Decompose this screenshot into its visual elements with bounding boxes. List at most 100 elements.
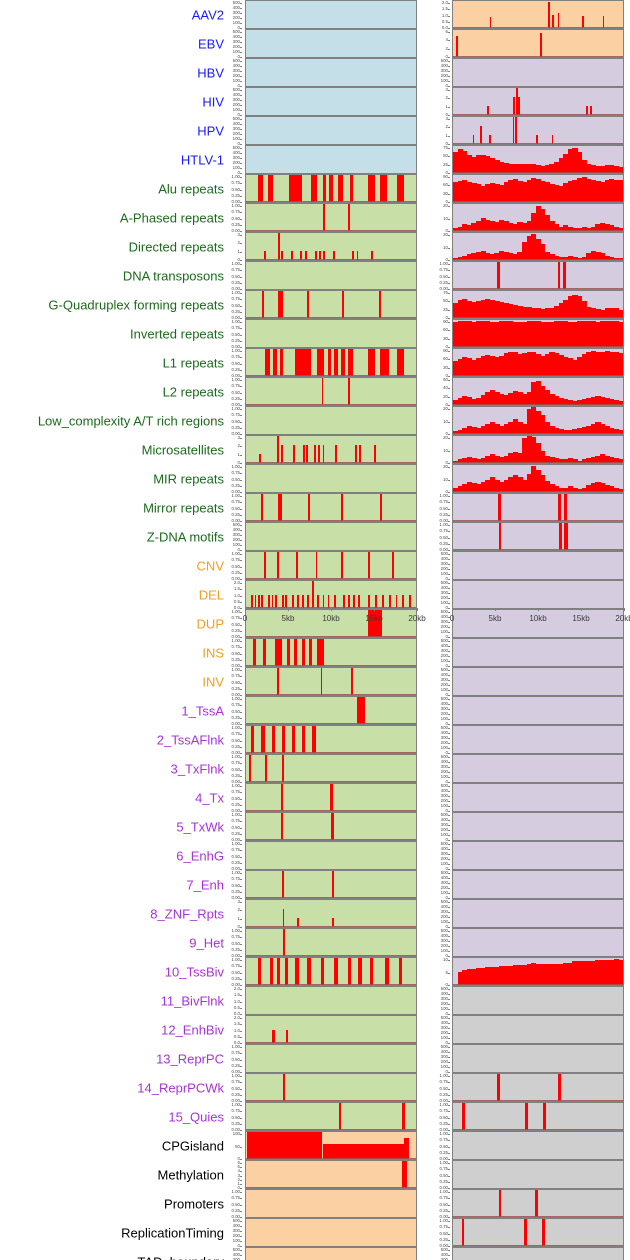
- track-panel-right[interactable]: [452, 1102, 624, 1131]
- y-tick-mark: [240, 427, 242, 429]
- track-panel-right[interactable]: [452, 638, 624, 667]
- track-panel-right[interactable]: [452, 870, 624, 899]
- track-panel-left[interactable]: [245, 667, 417, 696]
- track-panel-left[interactable]: [245, 0, 417, 29]
- track-panel-right[interactable]: [452, 667, 624, 696]
- track-panel-left[interactable]: [245, 1073, 417, 1102]
- track-panel-left[interactable]: [245, 899, 417, 928]
- track-panel-left[interactable]: [245, 638, 417, 667]
- track-panel-right[interactable]: [452, 696, 624, 725]
- track-panel-right[interactable]: [452, 841, 624, 870]
- track-panel-right[interactable]: [452, 1015, 624, 1044]
- track-panel-left[interactable]: [245, 319, 417, 348]
- track-panel-right[interactable]: [452, 116, 624, 145]
- track-panel-left[interactable]: [245, 29, 417, 58]
- track-panel-left[interactable]: [245, 493, 417, 522]
- y-tick-label: 400: [232, 33, 240, 39]
- x-tick-mark: [452, 608, 453, 611]
- track-panel-right[interactable]: [452, 29, 624, 58]
- track-panel-right[interactable]: [452, 1189, 624, 1218]
- track-panel-left[interactable]: [245, 261, 417, 290]
- track-panel-left[interactable]: [245, 1160, 417, 1189]
- track-panel-right[interactable]: [452, 58, 624, 87]
- track-panel-right[interactable]: [452, 1044, 624, 1073]
- track-panel-right[interactable]: [452, 261, 624, 290]
- track-panel-left[interactable]: [245, 1102, 417, 1131]
- track-panel-left[interactable]: [245, 232, 417, 261]
- track-panel-left[interactable]: [245, 1131, 417, 1160]
- track-panel-right[interactable]: [452, 493, 624, 522]
- track-panel-right[interactable]: [452, 812, 624, 841]
- track-panel-right[interactable]: [452, 319, 624, 348]
- track-panel-left[interactable]: [245, 696, 417, 725]
- track-panel-right[interactable]: [452, 464, 624, 493]
- track-panel-right[interactable]: [452, 203, 624, 232]
- y-tick-label: 0.75: [231, 644, 240, 650]
- track-panel-left[interactable]: [245, 290, 417, 319]
- track-panel-right[interactable]: [452, 87, 624, 116]
- track-panel-left[interactable]: [245, 783, 417, 812]
- track-panel-left[interactable]: [245, 725, 417, 754]
- track-panel-right[interactable]: [452, 435, 624, 464]
- track-panel-right[interactable]: [452, 1131, 624, 1160]
- track-panel-right[interactable]: [452, 725, 624, 754]
- profile-bar: [563, 429, 569, 434]
- y-tick-label: 300: [232, 154, 240, 160]
- track-panel-left[interactable]: [245, 1247, 417, 1260]
- track-panel-right[interactable]: [452, 551, 624, 580]
- track-panel-left[interactable]: [245, 1015, 417, 1044]
- track-panel-left[interactable]: [245, 435, 417, 464]
- y-tick-mark: [240, 521, 242, 522]
- profile-bar: [567, 296, 574, 318]
- track-panel-left[interactable]: [245, 58, 417, 87]
- track-panel-right[interactable]: [452, 1247, 624, 1260]
- track-panel-right[interactable]: [452, 232, 624, 261]
- track-panel-right[interactable]: [452, 1218, 624, 1247]
- track-panel-right[interactable]: [452, 986, 624, 1015]
- track-panel-left[interactable]: [245, 145, 417, 174]
- track-panel-right[interactable]: [452, 522, 624, 551]
- track-panel-left[interactable]: [245, 1189, 417, 1218]
- track-panel-left[interactable]: [245, 116, 417, 145]
- track-panel-left[interactable]: [245, 464, 417, 493]
- track-panel-left[interactable]: [245, 406, 417, 435]
- track-panel-right[interactable]: [452, 406, 624, 435]
- track-panel-left[interactable]: [245, 754, 417, 783]
- track-panel-left[interactable]: [245, 841, 417, 870]
- profile-bar: [489, 158, 495, 173]
- track-panel-left[interactable]: [245, 580, 417, 609]
- track-panel-right[interactable]: [452, 1073, 624, 1102]
- track-panel-right[interactable]: [452, 348, 624, 377]
- track-panel-right[interactable]: [452, 377, 624, 406]
- track-panel-left[interactable]: [245, 928, 417, 957]
- track-panel-left[interactable]: [245, 522, 417, 551]
- track-panel-right[interactable]: [452, 928, 624, 957]
- track-panel-left[interactable]: [245, 986, 417, 1015]
- track-panel-right[interactable]: [452, 899, 624, 928]
- track-panel-right[interactable]: [452, 145, 624, 174]
- profile-bar: [613, 321, 619, 347]
- track-panel-left[interactable]: [245, 87, 417, 116]
- track-panel-left[interactable]: [245, 377, 417, 406]
- track-panel-right[interactable]: [452, 754, 624, 783]
- track-panel-right[interactable]: [452, 0, 624, 29]
- track-panel-right[interactable]: [452, 957, 624, 986]
- track-panel-right[interactable]: [452, 1160, 624, 1189]
- track-panel-left[interactable]: [245, 870, 417, 899]
- track-panel-right[interactable]: [452, 580, 624, 609]
- track-panel-left[interactable]: [245, 1044, 417, 1073]
- track-panel-right[interactable]: [452, 290, 624, 319]
- track-panel-left[interactable]: [245, 957, 417, 986]
- track-panel-left[interactable]: [245, 1218, 417, 1247]
- track-panel-right[interactable]: [452, 174, 624, 203]
- track-panel-left[interactable]: [245, 348, 417, 377]
- y-tick-label: 1: [237, 248, 240, 254]
- track-panel-left[interactable]: [245, 551, 417, 580]
- y-tick-label: 400: [440, 1048, 448, 1054]
- track-panel-right[interactable]: [452, 783, 624, 812]
- track-panel-left[interactable]: [245, 174, 417, 203]
- track-panel-left[interactable]: [245, 203, 417, 232]
- value-spike: [582, 15, 585, 28]
- track-panel-left[interactable]: [245, 812, 417, 841]
